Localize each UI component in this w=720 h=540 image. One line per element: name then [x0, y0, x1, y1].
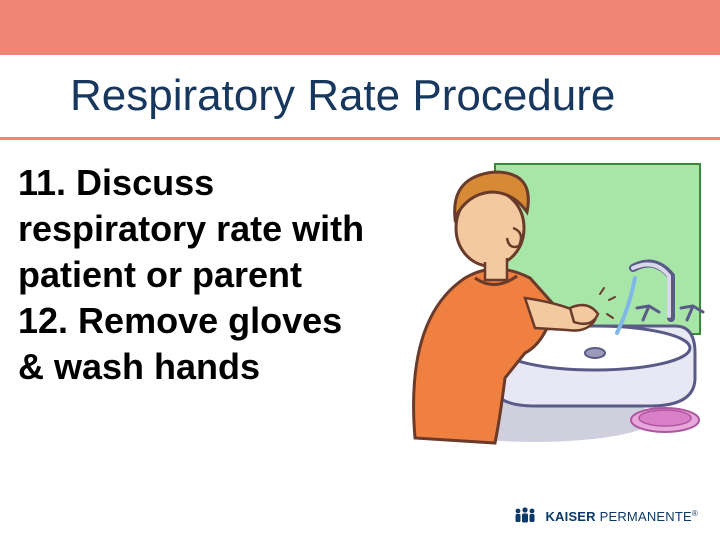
brand-text: KAISER PERMANENTE® [545, 509, 698, 524]
people-icon [511, 506, 539, 526]
steps-text: 11. Discuss respiratory rate with patien… [18, 160, 378, 390]
brand-logo: KAISER PERMANENTE® [511, 506, 698, 526]
step-12: 12. Remove gloves & wash hands [18, 298, 378, 390]
brand-reg: ® [692, 509, 698, 518]
brand-rest: PERMANENTE [600, 509, 692, 524]
step-11: 11. Discuss respiratory rate with patien… [18, 160, 378, 298]
slide-title: Respiratory Rate Procedure [70, 71, 615, 121]
title-bar: Respiratory Rate Procedure [0, 55, 720, 137]
handwashing-illustration [395, 158, 705, 458]
brand-bold: KAISER [545, 509, 599, 524]
